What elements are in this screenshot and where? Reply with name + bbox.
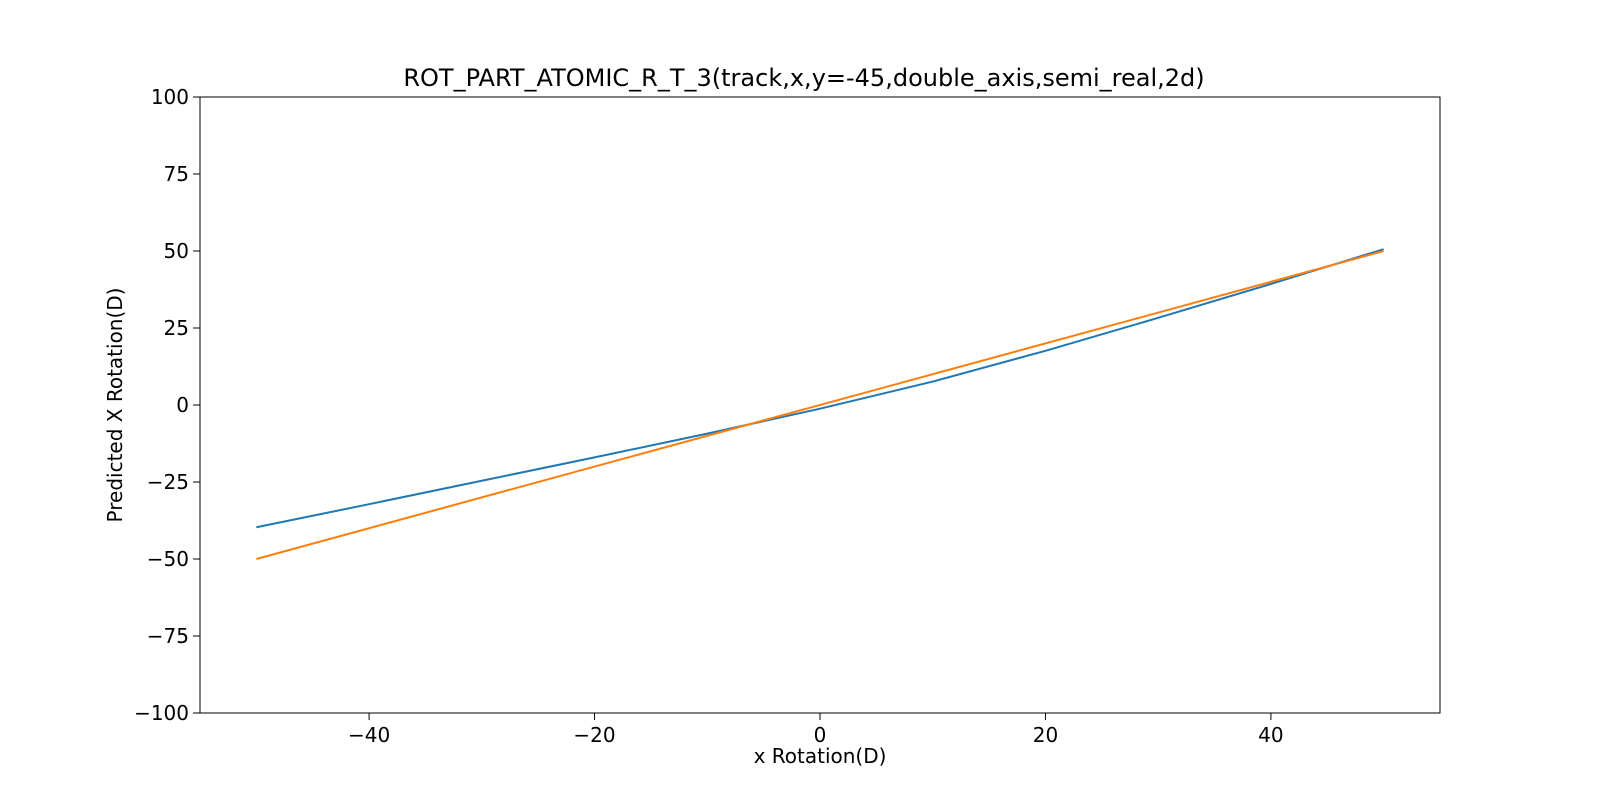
y-axis-label: Predicted X Rotation(D) bbox=[103, 288, 127, 523]
x-tick-label: −40 bbox=[348, 723, 390, 747]
series-layer bbox=[256, 248, 1384, 560]
y-tick-label: −100 bbox=[134, 701, 189, 725]
y-tick-label: −25 bbox=[147, 470, 189, 494]
series-line-1 bbox=[256, 248, 1384, 529]
y-tick-label: 100 bbox=[151, 85, 189, 109]
y-tick-label: −75 bbox=[147, 624, 189, 648]
y-axis: −100 −75 −50 −25 0 25 50 75 100 bbox=[134, 85, 200, 725]
x-axis: −40 −20 0 20 40 bbox=[348, 713, 1284, 747]
x-axis-label: x Rotation(D) bbox=[754, 744, 887, 768]
y-tick-label: −50 bbox=[147, 547, 189, 571]
y-tick-label: 0 bbox=[176, 393, 189, 417]
x-tick-label: 40 bbox=[1258, 723, 1283, 747]
x-tick-label: −20 bbox=[573, 723, 615, 747]
x-tick-label: 0 bbox=[814, 723, 827, 747]
y-tick-label: 25 bbox=[164, 316, 189, 340]
x-tick-label: 20 bbox=[1033, 723, 1058, 747]
y-tick-label: 50 bbox=[164, 239, 189, 263]
series-line-2 bbox=[256, 250, 1384, 560]
chart-title: ROT_PART_ATOMIC_R_T_3(track,x,y=-45,doub… bbox=[403, 64, 1204, 92]
y-tick-label: 75 bbox=[164, 162, 189, 186]
